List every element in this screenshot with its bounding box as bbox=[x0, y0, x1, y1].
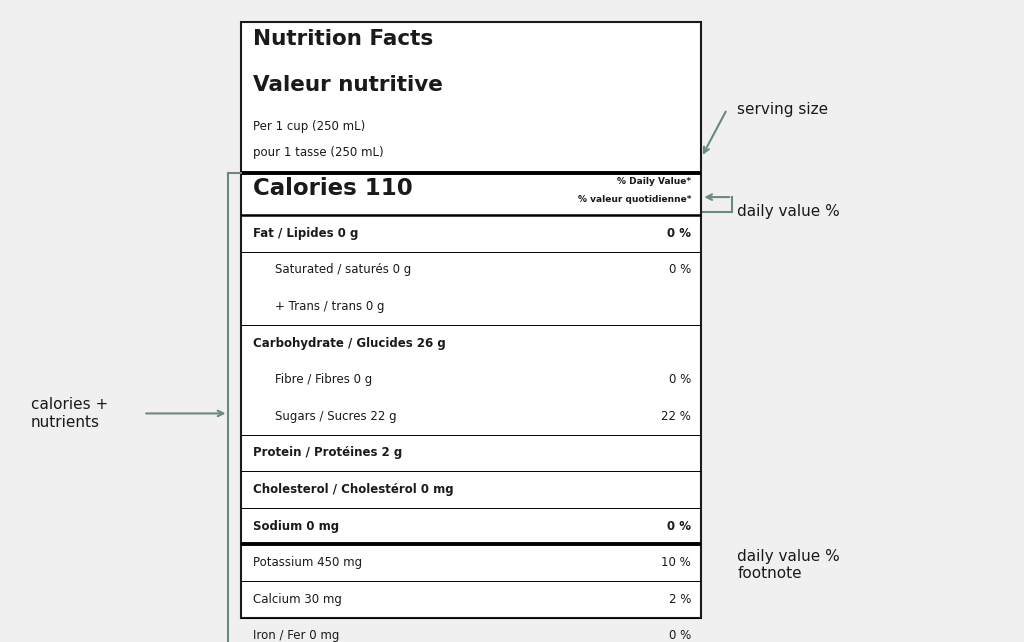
Text: Valeur nutritive: Valeur nutritive bbox=[253, 75, 442, 95]
Text: Calories 110: Calories 110 bbox=[253, 177, 413, 200]
Text: calories +
nutrients: calories + nutrients bbox=[31, 397, 108, 429]
Text: pour 1 tasse (250 mL): pour 1 tasse (250 mL) bbox=[253, 146, 384, 159]
Text: 0 %: 0 % bbox=[669, 629, 691, 642]
Text: 0 %: 0 % bbox=[668, 519, 691, 533]
Text: Per 1 cup (250 mL): Per 1 cup (250 mL) bbox=[253, 120, 366, 133]
Text: 2 %: 2 % bbox=[669, 593, 691, 606]
Text: Fibre / Fibres 0 g: Fibre / Fibres 0 g bbox=[275, 373, 373, 386]
Text: 0 %: 0 % bbox=[669, 263, 691, 277]
Bar bbox=[241, 22, 701, 618]
Text: Fat / Lipides 0 g: Fat / Lipides 0 g bbox=[253, 227, 358, 240]
Text: % Daily Value*: % Daily Value* bbox=[617, 177, 691, 186]
Text: 0 %: 0 % bbox=[668, 227, 691, 240]
Text: Nutrition Facts: Nutrition Facts bbox=[253, 29, 433, 49]
Text: Cholesterol / Cholestérol 0 mg: Cholesterol / Cholestérol 0 mg bbox=[253, 483, 454, 496]
Text: serving size: serving size bbox=[737, 101, 828, 117]
Text: Carbohydrate / Glucides 26 g: Carbohydrate / Glucides 26 g bbox=[253, 336, 445, 350]
Text: % valeur quotidienne*: % valeur quotidienne* bbox=[578, 195, 691, 204]
Text: 0 %: 0 % bbox=[669, 373, 691, 386]
Text: Potassium 450 mg: Potassium 450 mg bbox=[253, 556, 362, 569]
Text: 22 %: 22 % bbox=[662, 410, 691, 423]
Text: Calcium 30 mg: Calcium 30 mg bbox=[253, 593, 342, 606]
Text: + Trans / trans 0 g: + Trans / trans 0 g bbox=[275, 300, 385, 313]
Text: Sodium 0 mg: Sodium 0 mg bbox=[253, 519, 339, 533]
Text: Saturated / saturés 0 g: Saturated / saturés 0 g bbox=[275, 263, 412, 277]
Text: Iron / Fer 0 mg: Iron / Fer 0 mg bbox=[253, 629, 339, 642]
Text: daily value %: daily value % bbox=[737, 204, 840, 220]
Text: 10 %: 10 % bbox=[662, 556, 691, 569]
Text: Sugars / Sucres 22 g: Sugars / Sucres 22 g bbox=[275, 410, 397, 423]
Text: Protein / Protéines 2 g: Protein / Protéines 2 g bbox=[253, 446, 402, 460]
Text: daily value %
footnote: daily value % footnote bbox=[737, 549, 840, 581]
